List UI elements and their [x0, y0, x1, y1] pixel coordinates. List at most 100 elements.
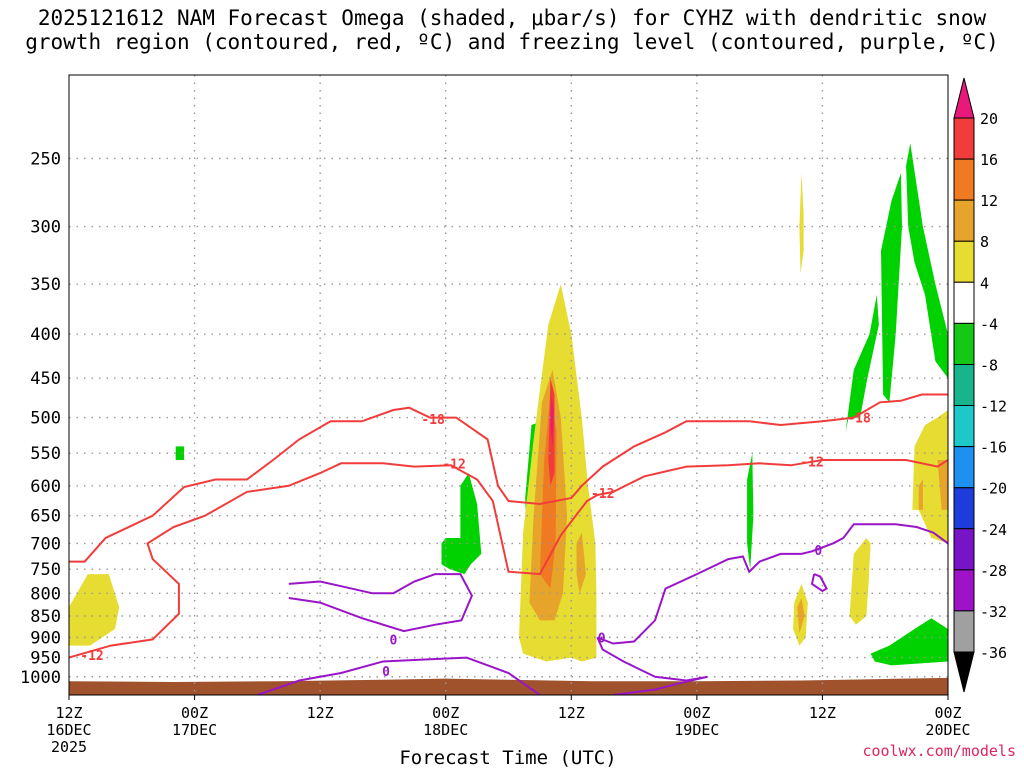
omega-region-16: [576, 532, 586, 594]
red-contour-label-5: -18: [847, 412, 871, 427]
colorbar-segment-9: [953, 446, 975, 489]
colorbar-label: -36: [980, 644, 1007, 662]
red-contour-label-1: -12: [442, 457, 465, 472]
colorbar-label: -4: [980, 315, 998, 333]
omega-region-2: [441, 473, 482, 575]
x-tick-label: 12Z: [558, 704, 585, 722]
red-contour-label-2: -12: [80, 649, 103, 664]
colorbar-segment-11: [953, 528, 975, 571]
purple-contour-label-0: 0: [389, 633, 397, 648]
x-axis-label: Forecast Time (UTC): [399, 747, 616, 768]
colorbar-segment-13: [953, 610, 975, 653]
colorbar-segment-4: [953, 240, 975, 283]
colorbar-segment-10: [953, 487, 975, 530]
source-credit: coolwx.com/models: [862, 742, 1016, 760]
colorbar-label: -32: [980, 603, 1007, 621]
x-tick-label: 12Z: [809, 704, 836, 722]
purple-contour-6: [810, 573, 828, 593]
omega-region-17: [797, 598, 805, 634]
colorbar-segment-2: [953, 158, 975, 201]
x-tick-label: 16DEC: [46, 721, 91, 739]
colorbar-label: -8: [980, 356, 998, 374]
colorbar-label: -28: [980, 562, 1007, 580]
y-tick-label: 300: [30, 218, 61, 238]
y-tick-label: 550: [30, 444, 61, 464]
colorbar-label: -24: [980, 521, 1007, 539]
y-tick-label: 650: [30, 507, 61, 527]
purple-contour-label-1: 0: [382, 665, 390, 680]
colorbar-segment-1: [953, 117, 975, 160]
x-tick-label: 18DEC: [423, 721, 468, 739]
colorbar-label: 8: [980, 233, 989, 251]
colorbar-segment-12: [953, 569, 975, 612]
y-tick-label: 750: [30, 560, 61, 580]
y-tick-label: 850: [30, 607, 61, 627]
purple-contour-2: [597, 523, 948, 645]
x-tick-label: 00Z: [181, 704, 208, 722]
x-tick-label: 2025: [51, 738, 87, 756]
x-tick-label: 00Z: [934, 704, 961, 722]
x-tick-label: 00Z: [432, 704, 459, 722]
title-line-2: growth region (contoured, red, ºC) and f…: [25, 30, 999, 54]
x-tick-label: 12Z: [307, 704, 334, 722]
y-tick-label: 400: [30, 325, 61, 345]
colorbar-segment-5: [953, 281, 975, 324]
colorbar-label: 4: [980, 274, 989, 292]
omega-region-18: [918, 479, 923, 510]
colorbar-segment-3: [953, 199, 975, 242]
y-tick-label: 350: [30, 275, 61, 295]
x-tick-label: 12Z: [55, 704, 82, 722]
plot-area: -18 -12 -12 -12 -12 -18 0 0 0 0: [69, 75, 948, 695]
omega-region-8: [870, 618, 948, 666]
x-tick-label: 00Z: [683, 704, 710, 722]
chart-title: 2025121612 NAM Forecast Omega (shaded, μ…: [0, 6, 1024, 54]
colorbar-label: 12: [980, 192, 998, 210]
omega-region-19: [937, 460, 948, 510]
omega-region-13: [849, 538, 871, 625]
red-contour-label-0: -18: [421, 413, 445, 428]
y-tick-label: 250: [30, 149, 61, 169]
omega-region-5: [845, 294, 879, 433]
red-contour-label-4: -12: [800, 455, 823, 470]
purple-contour-0: [288, 573, 474, 633]
purple-contour-label-2: 0: [598, 631, 606, 646]
colorbar-segment-8: [953, 405, 975, 448]
x-tick-label: 17DEC: [172, 721, 217, 739]
purple-contour-5: [612, 675, 708, 695]
red-contour-label-3: -12: [591, 487, 614, 502]
omega-region-3: [175, 446, 185, 460]
y-tick-label: 950: [30, 649, 61, 669]
y-tick-label: 700: [30, 534, 61, 554]
purple-contour-1: [257, 656, 541, 695]
colorbar-label: 20: [980, 110, 998, 128]
omega-region-11: [799, 173, 804, 274]
colorbar-segment-6: [953, 322, 975, 365]
x-tick-label: 19DEC: [674, 721, 719, 739]
ground-terrain: [69, 677, 948, 695]
y-tick-label: 800: [30, 584, 61, 604]
y-tick-label: 450: [30, 369, 61, 389]
omega-region-6: [881, 173, 902, 403]
y-tick-label: 500: [30, 409, 61, 429]
colorbar-segment-14: [953, 651, 975, 693]
title-line-1: 2025121612 NAM Forecast Omega (shaded, μ…: [37, 6, 987, 30]
red-contour-1: [69, 459, 948, 659]
omega-region-9: [69, 574, 120, 646]
plot-frame: [68, 74, 949, 696]
y-tick-label: 900: [30, 628, 61, 648]
y-tick-label: 600: [30, 477, 61, 497]
colorbar-segment-7: [953, 363, 975, 407]
omega-region-22: [550, 394, 554, 447]
colorbar-label: 16: [980, 151, 998, 169]
y-tick-label: 1000: [20, 668, 61, 688]
red-contour-0: [69, 393, 948, 563]
colorbar-segment-0: [953, 77, 975, 119]
omega-region-14: [912, 410, 948, 544]
colorbar-label: -16: [980, 439, 1007, 457]
omega-region-7: [906, 143, 948, 379]
omega-region-4: [747, 453, 754, 570]
purple-contour-label-3: 0: [814, 544, 822, 559]
x-tick-label: 20DEC: [925, 721, 970, 739]
colorbar-label: -12: [980, 398, 1007, 416]
